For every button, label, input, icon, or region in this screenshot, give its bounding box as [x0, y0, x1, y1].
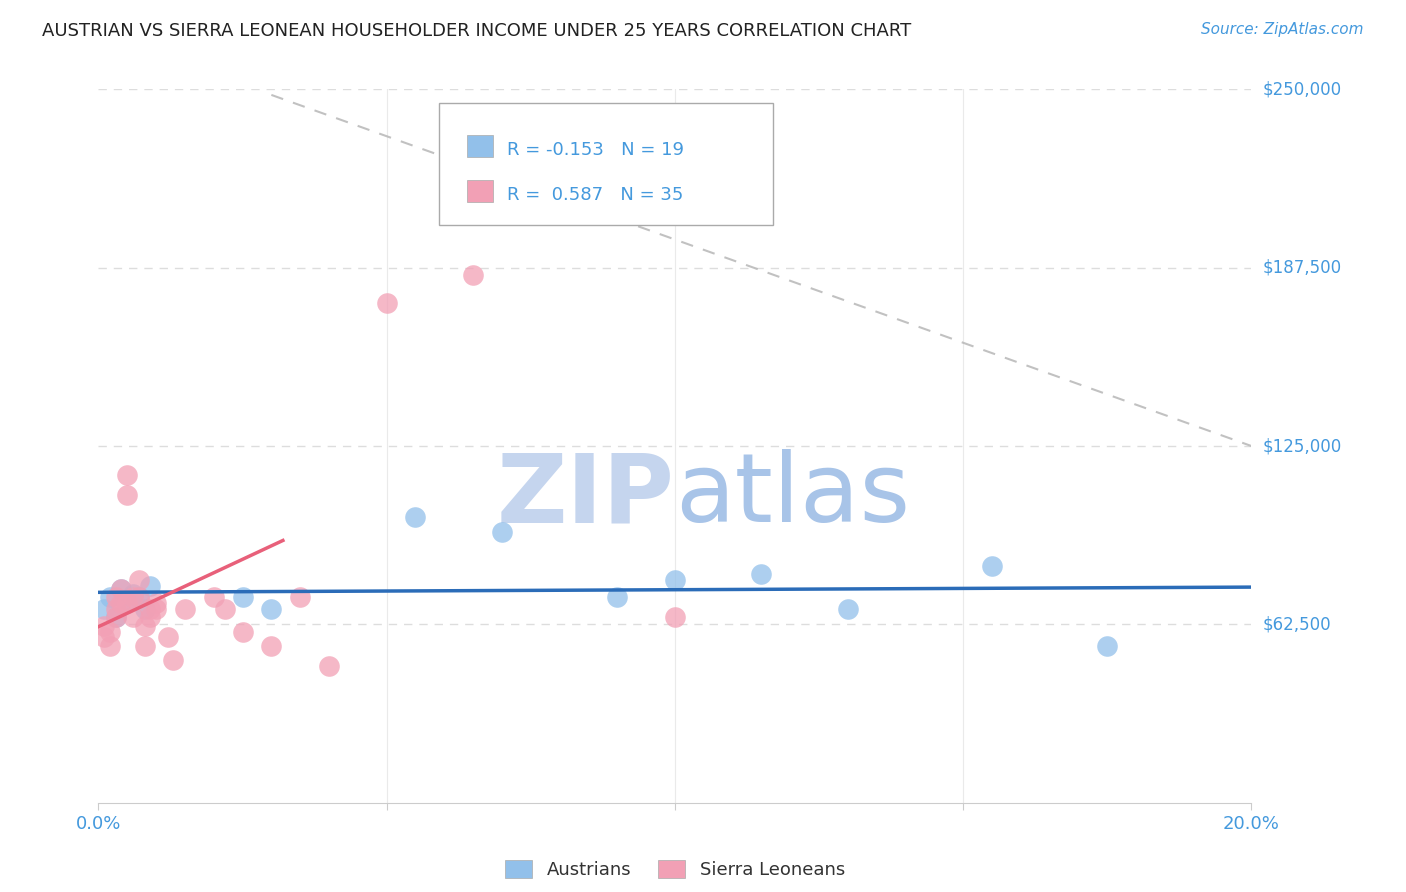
Point — [104, 610, 127, 624]
Point — [139, 579, 162, 593]
Text: atlas: atlas — [675, 450, 910, 542]
Point — [290, 591, 312, 605]
Point — [117, 596, 138, 610]
Point — [664, 610, 686, 624]
Text: R = -0.153   N = 19: R = -0.153 N = 19 — [506, 141, 683, 159]
Point — [98, 639, 121, 653]
Point — [110, 596, 132, 610]
Text: AUSTRIAN VS SIERRA LEONEAN HOUSEHOLDER INCOME UNDER 25 YEARS CORRELATION CHART: AUSTRIAN VS SIERRA LEONEAN HOUSEHOLDER I… — [42, 22, 911, 40]
Point — [174, 601, 197, 615]
Point — [93, 619, 115, 633]
Point — [122, 587, 145, 601]
Text: ZIP: ZIP — [496, 450, 675, 542]
Point — [214, 601, 236, 615]
Point — [981, 558, 1004, 573]
Point — [231, 591, 254, 605]
Point — [145, 596, 167, 610]
Point — [139, 601, 162, 615]
Text: $125,000: $125,000 — [1263, 437, 1341, 455]
Point — [837, 601, 859, 615]
FancyBboxPatch shape — [467, 135, 492, 157]
Point — [134, 639, 156, 653]
Text: Source: ZipAtlas.com: Source: ZipAtlas.com — [1201, 22, 1364, 37]
Point — [122, 591, 145, 605]
Text: R =  0.587   N = 35: R = 0.587 N = 35 — [506, 186, 683, 203]
Point — [139, 610, 162, 624]
Point — [134, 619, 156, 633]
Point — [122, 610, 145, 624]
Text: $187,500: $187,500 — [1263, 259, 1341, 277]
Point — [162, 653, 184, 667]
Point — [1097, 639, 1119, 653]
Point — [98, 591, 121, 605]
Point — [117, 467, 138, 482]
Point — [751, 567, 773, 582]
Point — [231, 624, 254, 639]
Text: $62,500: $62,500 — [1263, 615, 1331, 633]
Point — [104, 610, 127, 624]
Point — [156, 630, 179, 644]
Point — [104, 591, 127, 605]
Point — [128, 591, 150, 605]
Point — [260, 601, 283, 615]
Point — [128, 573, 150, 587]
Point — [117, 596, 138, 610]
Point — [110, 582, 132, 596]
Point — [104, 601, 127, 615]
Point — [128, 591, 150, 605]
Point — [405, 510, 427, 524]
Point — [606, 591, 628, 605]
Point — [145, 601, 167, 615]
Point — [578, 153, 600, 168]
FancyBboxPatch shape — [467, 180, 492, 202]
FancyBboxPatch shape — [439, 103, 773, 225]
Point — [461, 268, 484, 282]
Point — [664, 573, 686, 587]
Point — [93, 630, 115, 644]
Point — [134, 601, 156, 615]
Point — [491, 524, 513, 539]
Legend: Austrians, Sierra Leoneans: Austrians, Sierra Leoneans — [498, 853, 852, 887]
Text: $250,000: $250,000 — [1263, 80, 1341, 98]
Point — [110, 582, 132, 596]
Point — [93, 601, 115, 615]
Point — [260, 639, 283, 653]
Point — [98, 624, 121, 639]
Point — [202, 591, 225, 605]
Point — [318, 658, 340, 673]
Point — [117, 487, 138, 501]
Point — [375, 296, 398, 310]
